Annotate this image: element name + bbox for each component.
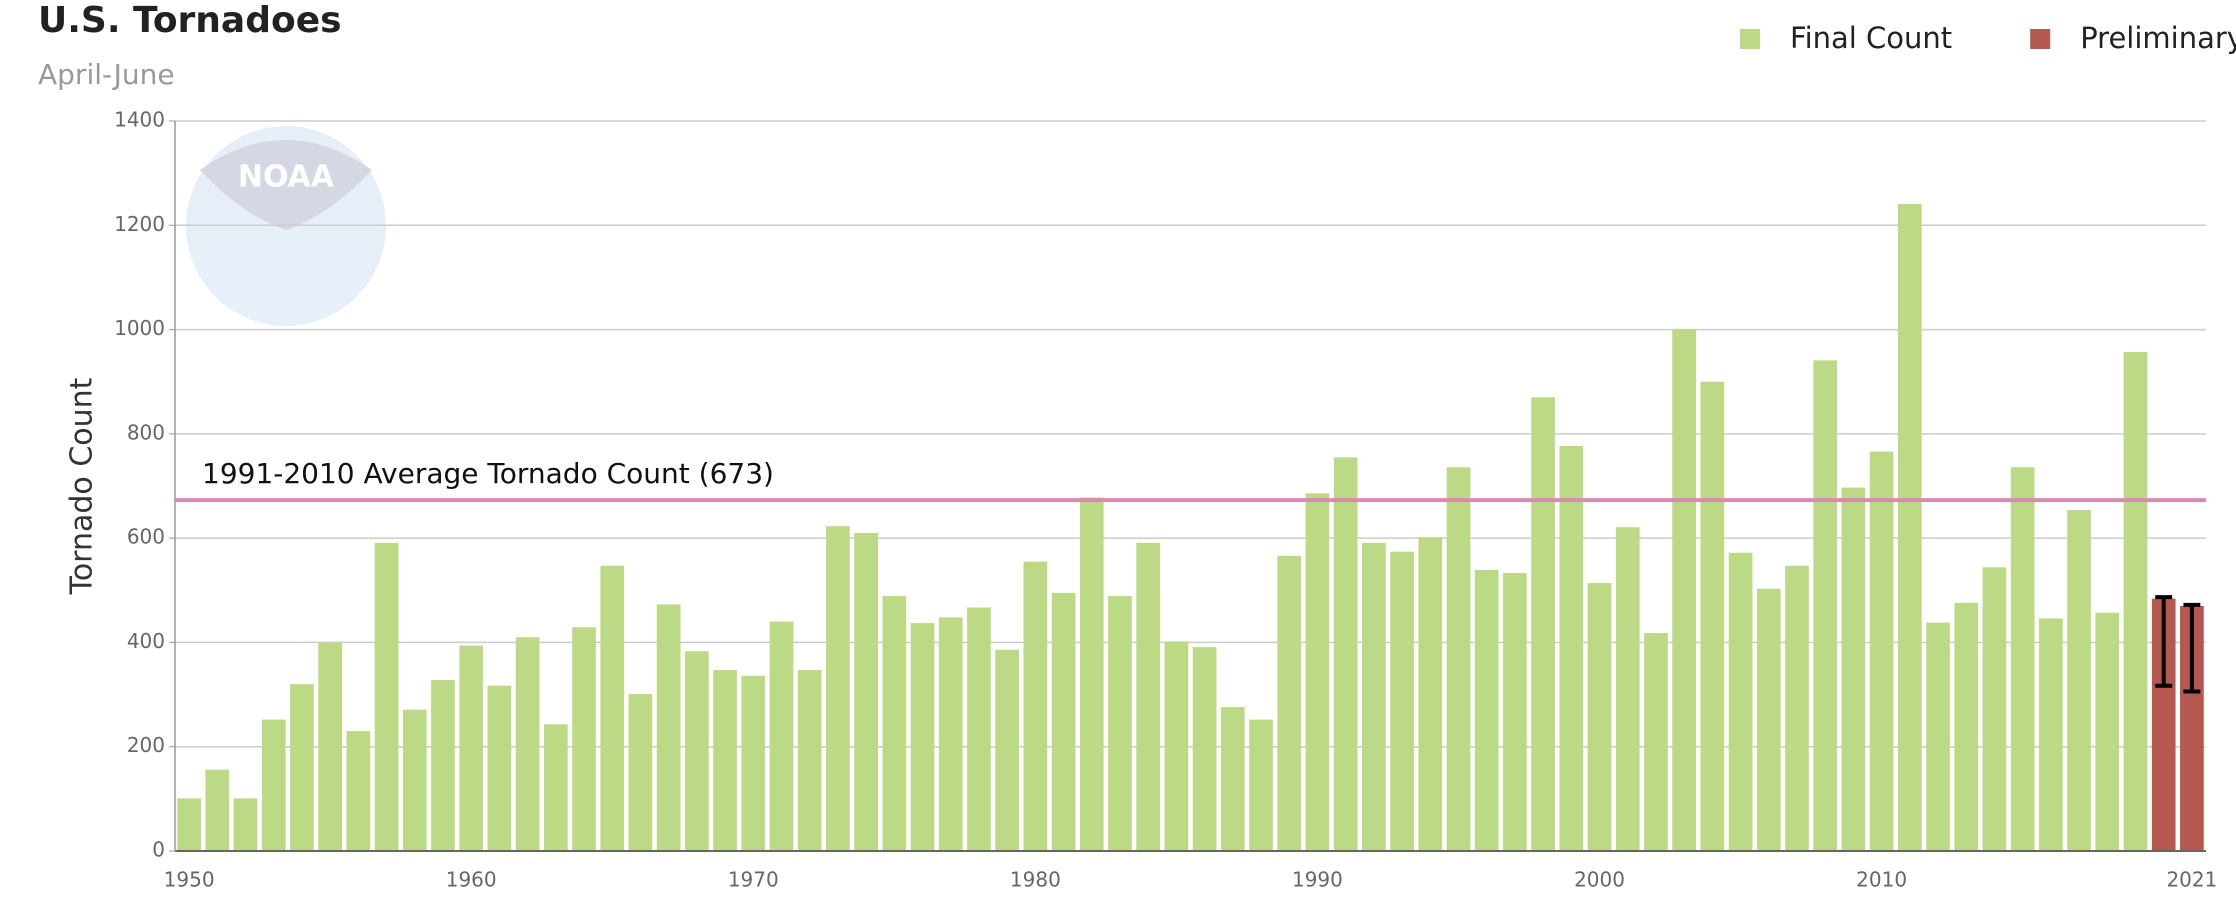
bar [1926,622,1950,851]
bar [572,627,596,851]
x-tick-label: 1970 [728,868,779,892]
bar [938,617,963,851]
bar [797,670,822,851]
legend-label: Preliminary [2080,21,2236,55]
bar [233,798,258,851]
bar [1813,360,1838,851]
legend-label: Final Count [1790,21,1952,55]
bar [2039,618,2063,851]
bar [2067,509,2091,851]
y-tick-label: 0 [152,838,165,862]
y-tick-label: 800 [127,420,165,444]
bar [1362,542,1386,851]
bar [543,724,568,851]
bar [1954,602,1979,851]
bar [1136,542,1161,851]
y-axis-label: Tornado Count [65,377,100,595]
bar [1869,451,1894,851]
bar [2180,605,2204,851]
bar [2095,612,2120,851]
bar [1418,537,1443,851]
bar [1785,565,1809,851]
x-tick-label: 2010 [1856,868,1907,892]
bar [685,651,709,851]
bar [290,684,314,851]
bar [1192,647,1217,851]
bar [1897,203,1922,851]
bar [487,685,512,851]
x-tick-label: 1980 [1010,868,1061,892]
bar [205,769,230,851]
bar [1841,487,1866,851]
bar [882,596,907,851]
bar [1333,457,1358,851]
bar [1531,397,1555,851]
bar [2151,598,2176,851]
x-tick-label: 1960 [446,868,497,892]
bar [1305,493,1330,851]
bar [769,621,794,851]
bar [1644,633,1668,851]
bar [1277,555,1302,851]
bar [1756,588,1781,851]
bar [1503,573,1527,851]
y-tick-label: 1400 [114,108,165,132]
bar [1220,707,1245,851]
bar [318,642,342,851]
logo-shape [200,140,372,230]
bar [628,694,653,851]
bar [1446,467,1471,851]
bar [967,607,991,851]
bar [2123,351,2148,851]
bar [741,675,766,851]
bar [515,637,540,851]
bar [995,649,1019,851]
bar [910,623,935,851]
bar [600,565,625,851]
y-tick-label: 400 [127,629,165,653]
bar [713,670,737,851]
bar [1615,527,1640,851]
bar [261,719,286,851]
bar [1672,329,1696,851]
bar [374,542,399,851]
average-label: 1991-2010 Average Tornado Count (673) [202,457,774,490]
bar [1390,551,1414,851]
y-tick-label: 1000 [114,316,165,340]
y-tick-label: 1200 [114,212,165,236]
chart-subtitle: April-June [38,58,175,91]
bar [1079,497,1104,851]
x-tick-label: 2000 [1574,868,1625,892]
bar [1587,582,1612,851]
bar [346,731,371,851]
bar [1559,445,1584,851]
legend-swatch [1740,29,1760,49]
chart-title: U.S. Tornadoes [38,0,342,41]
bar [431,679,455,851]
bar [1982,567,2007,851]
logo-text: NOAA [238,160,335,195]
bar [656,604,681,851]
bar [1164,641,1189,851]
bar [1051,592,1076,851]
bar [1474,569,1499,851]
bar [826,526,850,851]
x-tick-label: 1990 [1292,868,1343,892]
x-tick-label: 1950 [164,868,215,892]
bar [1700,381,1725,851]
legend-swatch [2030,29,2051,49]
bar [2010,467,2035,851]
bar [402,709,427,851]
bar [1249,719,1273,851]
bar [1728,552,1753,851]
bar [459,645,484,851]
bar [1108,596,1132,851]
x-tick-label: 2021 [2166,868,2217,892]
bar [177,798,201,851]
bar [854,532,878,851]
y-tick-label: 600 [127,525,165,549]
y-tick-label: 200 [127,733,165,757]
bar [1023,561,1048,851]
